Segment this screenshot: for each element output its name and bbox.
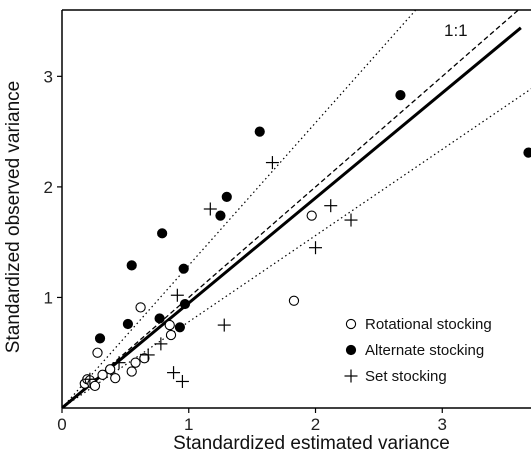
x-tick-label: 3 [438, 415, 447, 434]
legend-marker-rotational-stocking [345, 318, 357, 330]
rotational-stocking-point [110, 372, 121, 384]
rotational-stocking-point [89, 380, 101, 392]
axes: 0 1 2 3 1 2 3 [44, 9, 531, 434]
rotational-stocking-point [105, 364, 116, 375]
fit-line [62, 26, 522, 408]
rotational-stocking-point [139, 353, 150, 364]
alternate-stocking-point [178, 263, 189, 274]
alternate-stocking-point [174, 322, 185, 333]
lower-bound-line [62, 88, 531, 408]
alternate-stocking-point [179, 298, 191, 310]
alternate-stocking-point [157, 228, 168, 239]
rotational-stocking-point [97, 369, 108, 380]
data-points [79, 90, 531, 392]
alternate-stocking-point [215, 210, 226, 221]
y-axis-title: Standardized observed variance [3, 81, 24, 354]
legend-marker-set-stocking [344, 369, 358, 383]
x-tick-label: 0 [57, 415, 66, 434]
set-stocking-point [175, 374, 189, 388]
legend-label: Set stocking [365, 368, 447, 385]
set-stocking-point [324, 199, 338, 213]
identity-line-label: 1:1 [444, 21, 468, 40]
y-tick-label: 3 [44, 67, 53, 86]
identity-line [62, 10, 520, 408]
alternate-stocking-point [523, 147, 531, 158]
set-stocking-point [154, 337, 168, 351]
alternate-stocking-point [154, 313, 165, 324]
reference-lines [62, 10, 531, 408]
legend-label: Rotational stocking [365, 316, 492, 333]
set-stocking-point [217, 318, 231, 332]
alternate-stocking-point [126, 260, 137, 271]
set-stocking-point [141, 348, 155, 362]
set-stocking-point [309, 241, 323, 255]
rotational-stocking-point [126, 366, 137, 377]
y-tick-label: 2 [44, 178, 53, 197]
alternate-stocking-point [254, 126, 265, 137]
legend-label: Alternate stocking [365, 342, 484, 359]
set-stocking-point [83, 372, 97, 386]
rotational-stocking-point [92, 347, 103, 358]
set-stocking-point [167, 366, 181, 380]
legend-item-set-stocking: Set stocking [344, 368, 447, 385]
rotational-stocking-point [288, 295, 300, 306]
rotational-stocking-point [165, 329, 177, 341]
rotational-stocking-point [164, 319, 175, 331]
x-tick-label: 2 [311, 415, 320, 434]
set-stocking-point [344, 213, 358, 227]
rotational-stocking-point [130, 357, 141, 368]
alternate-stocking-point [395, 90, 406, 101]
alternate-stocking-point [122, 318, 134, 330]
set-stocking-point [112, 356, 126, 370]
rotational-stocking-point [306, 210, 317, 221]
legend-marker-alternate-stocking [345, 344, 357, 356]
x-axis-title: Standardized estimated variance [173, 433, 450, 454]
legend-item-rotational-stocking: Rotational stocking [345, 316, 492, 333]
alternate-stocking-point [221, 191, 232, 202]
legend-item-alternate-stocking: Alternate stocking [345, 342, 484, 359]
y-tick-label: 1 [44, 288, 53, 307]
alternate-stocking-point [94, 333, 106, 344]
set-stocking-point [265, 156, 279, 170]
rotational-stocking-point [135, 302, 146, 313]
set-stocking-point [203, 202, 217, 216]
x-tick-label: 1 [184, 415, 193, 434]
set-stocking-point [170, 288, 184, 302]
legend: Rotational stocking Alternate stocking Set… [344, 316, 492, 385]
